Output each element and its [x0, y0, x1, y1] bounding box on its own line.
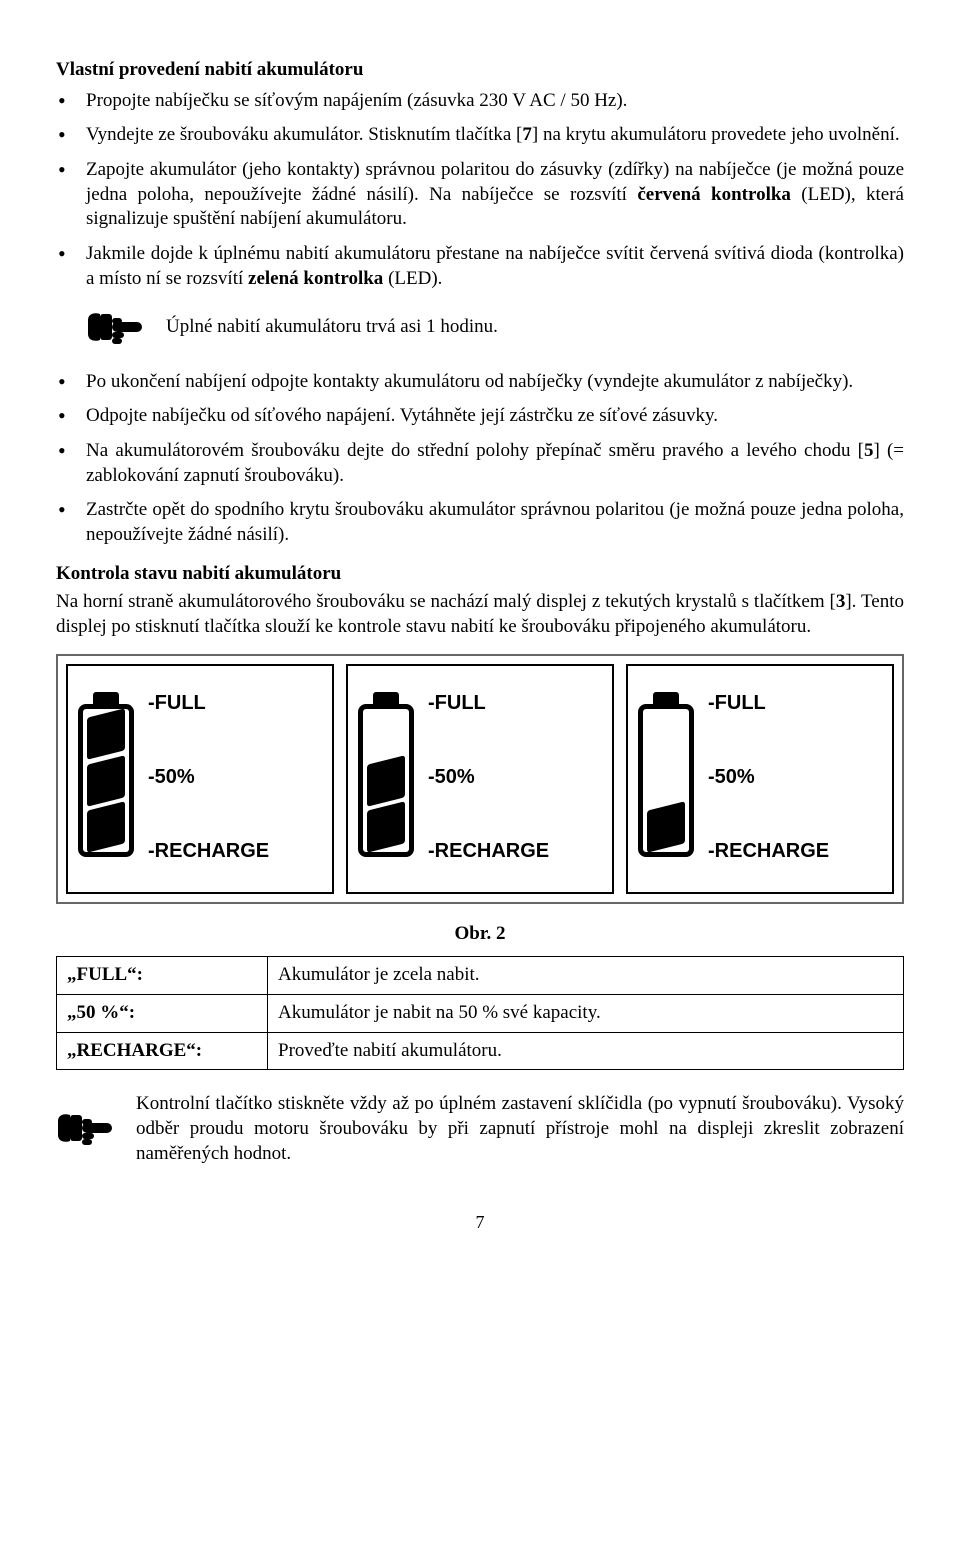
list-item-text: Jakmile dojde k úplnému nabití akumuláto… — [86, 243, 904, 289]
callout-warning: Kontrolní tlačítko stiskněte vždy až po … — [56, 1092, 904, 1166]
status-table: „FULL“: Akumulátor je zcela nabit. „50 %… — [56, 956, 904, 1070]
list-item: Zastrčte opět do spodního krytu šroubová… — [56, 498, 904, 547]
battery-panel-full: -FULL -50% -RECHARGE — [66, 664, 334, 894]
label-full: -FULL — [708, 690, 829, 716]
label-fifty: -50% — [148, 764, 269, 790]
battery-labels: -FULL -50% -RECHARGE — [148, 680, 269, 870]
callout-text: Kontrolní tlačítko stiskněte vždy až po … — [136, 1092, 904, 1166]
section-title-charging: Vlastní provedení nabití akumulátoru — [56, 58, 904, 83]
battery-icon — [358, 692, 414, 857]
label-recharge: -RECHARGE — [708, 838, 829, 864]
table-key: „50 %“: — [57, 995, 268, 1033]
table-row: „FULL“: Akumulátor je zcela nabit. — [57, 957, 904, 995]
battery-labels: -FULL -50% -RECHARGE — [428, 680, 549, 870]
pointing-hand-icon — [56, 1107, 118, 1151]
label-fifty: -50% — [428, 764, 549, 790]
callout-text: Úplné nabití akumulátoru trvá asi 1 hodi… — [166, 315, 904, 340]
status-para: Na horní straně akumulátorového šroubová… — [56, 590, 904, 639]
list-item: Jakmile dojde k úplnému nabití akumuláto… — [56, 242, 904, 291]
bullet-list-b: Po ukončení nabíjení odpojte kontakty ak… — [56, 370, 904, 548]
table-key: „FULL“: — [57, 957, 268, 995]
table-row: „RECHARGE“: Proveďte nabití akumulátoru. — [57, 1032, 904, 1070]
label-full: -FULL — [428, 690, 549, 716]
battery-panel-recharge: -FULL -50% -RECHARGE — [626, 664, 894, 894]
battery-panel-50: -FULL -50% -RECHARGE — [346, 664, 614, 894]
table-key: „RECHARGE“: — [57, 1032, 268, 1070]
page-number: 7 — [56, 1211, 904, 1234]
list-item: Na akumulátorovém šroubováku dejte do st… — [56, 439, 904, 488]
battery-icon — [638, 692, 694, 857]
figure-caption: Obr. 2 — [56, 922, 904, 947]
list-item-text: Na akumulátorovém šroubováku dejte do st… — [86, 440, 904, 486]
list-item: Vyndejte ze šroubováku akumulátor. Stisk… — [56, 123, 904, 148]
list-item: Zapojte akumulátor (jeho kontakty) správ… — [56, 158, 904, 232]
list-item: Propojte nabíječku se síťovým napájením … — [56, 89, 904, 114]
section-title-status: Kontrola stavu nabití akumulátoru — [56, 562, 904, 587]
list-item-text: Vyndejte ze šroubováku akumulátor. Stisk… — [86, 124, 900, 145]
table-val: Akumulátor je zcela nabit. — [268, 957, 904, 995]
table-val: Proveďte nabití akumulátoru. — [268, 1032, 904, 1070]
list-item: Odpojte nabíječku od síťového napájení. … — [56, 404, 904, 429]
label-recharge: -RECHARGE — [428, 838, 549, 864]
bullet-list-a: Propojte nabíječku se síťovým napájením … — [56, 89, 904, 292]
battery-icon — [78, 692, 134, 857]
label-recharge: -RECHARGE — [148, 838, 269, 864]
battery-labels: -FULL -50% -RECHARGE — [708, 680, 829, 870]
list-item: Po ukončení nabíjení odpojte kontakty ak… — [56, 370, 904, 395]
table-val: Akumulátor je nabit na 50 % své kapacity… — [268, 995, 904, 1033]
battery-panels: -FULL -50% -RECHARGE -FULL -50% -RECHARG… — [56, 654, 904, 904]
label-fifty: -50% — [708, 764, 829, 790]
callout-charge-time: Úplné nabití akumulátoru trvá asi 1 hodi… — [86, 306, 904, 350]
pointing-hand-icon — [86, 306, 148, 350]
list-item-text: Zapojte akumulátor (jeho kontakty) správ… — [86, 159, 904, 229]
table-row: „50 %“: Akumulátor je nabit na 50 % své … — [57, 995, 904, 1033]
label-full: -FULL — [148, 690, 269, 716]
